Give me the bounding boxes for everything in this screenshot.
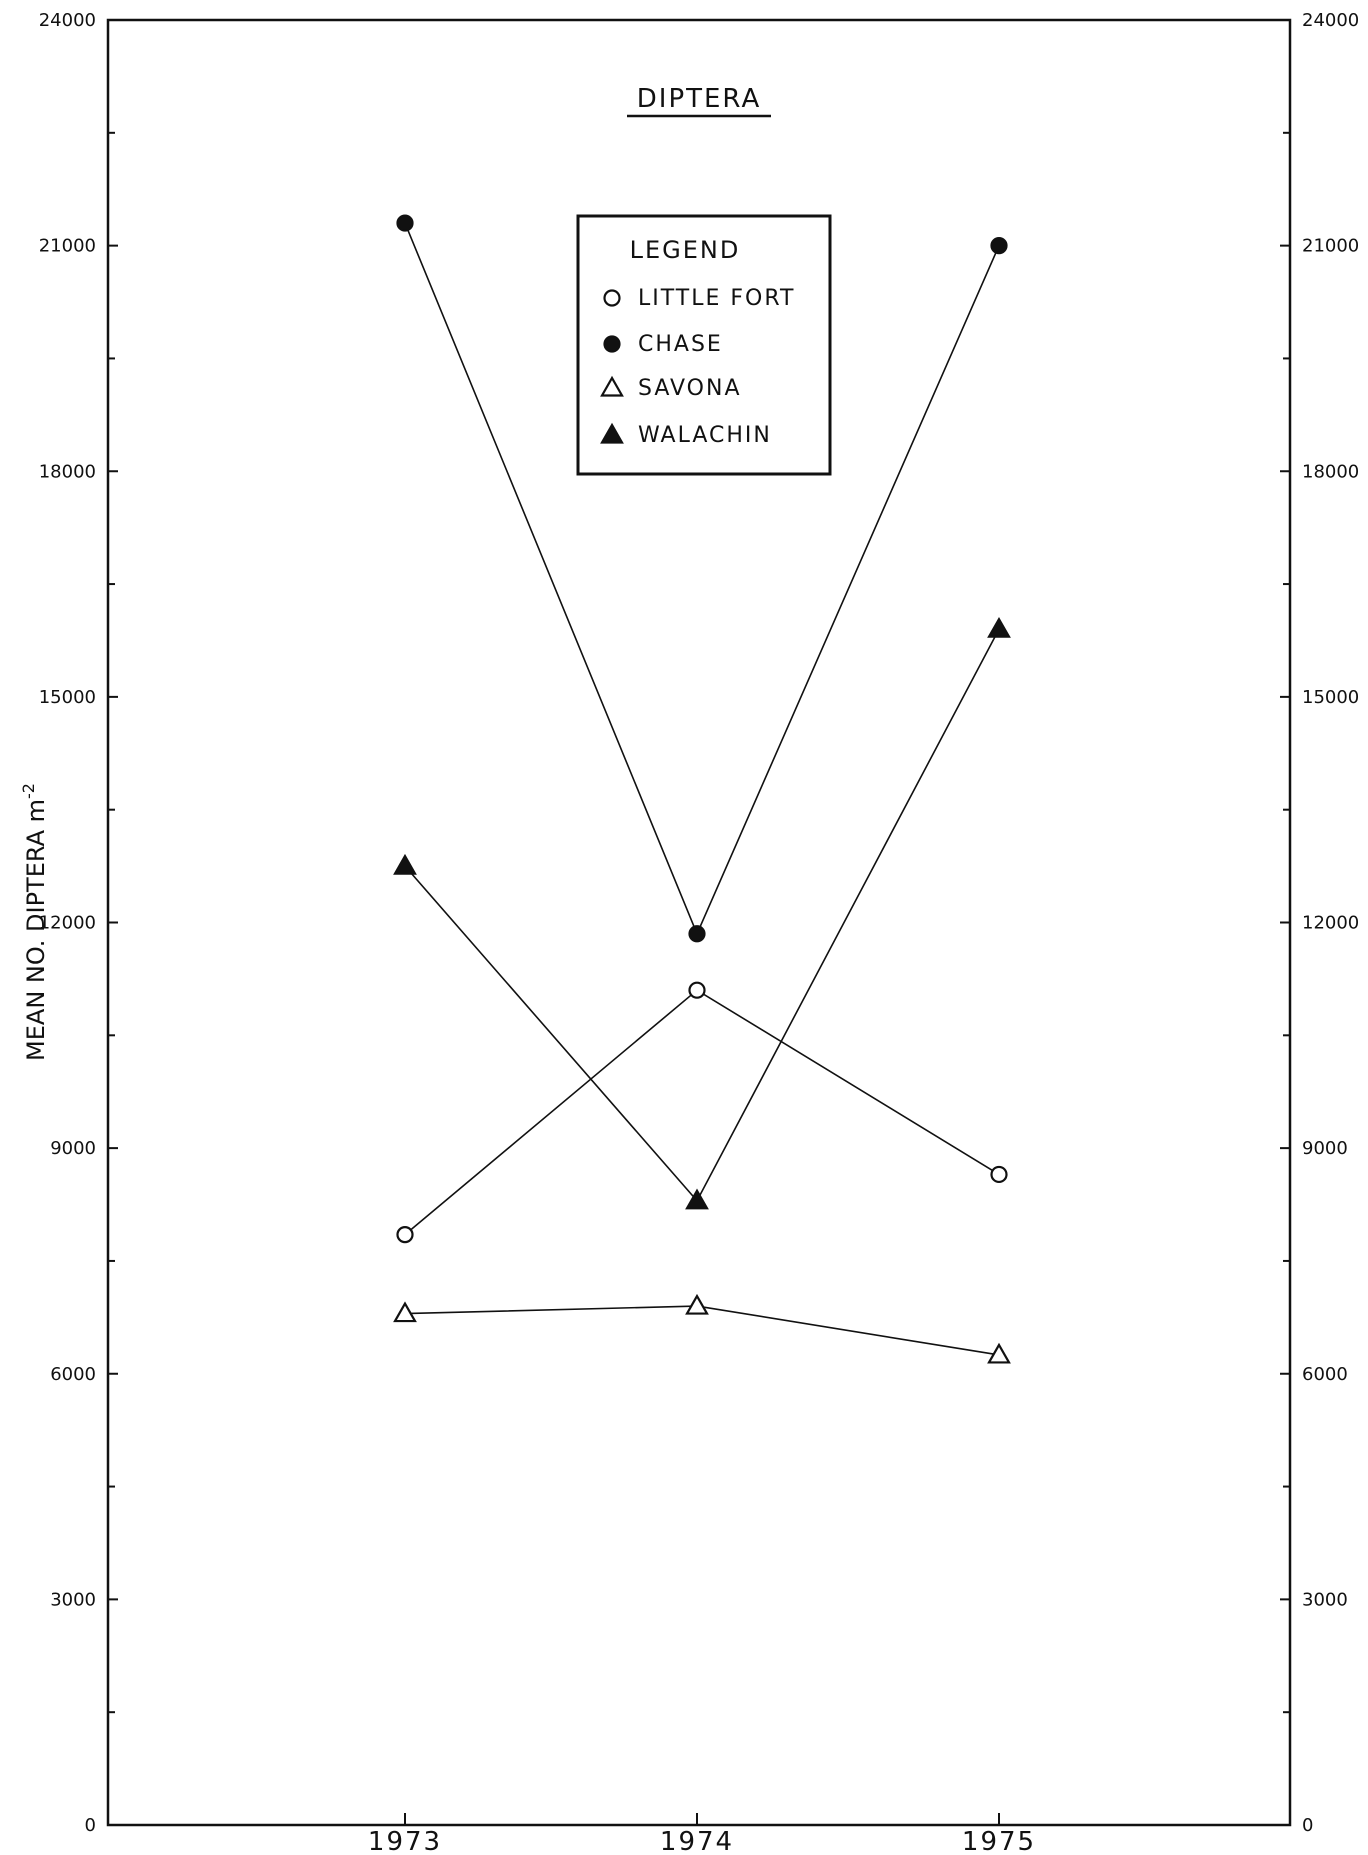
y-tick-label-left: 15000	[39, 687, 96, 708]
y-tick-label-right: 12000	[1302, 913, 1359, 934]
data-point-savona	[685, 1293, 709, 1315]
y-tick-label-left: 18000	[39, 461, 96, 482]
legend-item-little-fort: LITTLE FORT	[603, 286, 795, 311]
legend-item-savona: SAVONA	[600, 375, 742, 401]
data-point-little-fort	[688, 981, 706, 999]
legend-items: LITTLE FORT CHASE SAVONA WALACHIN	[600, 286, 795, 448]
legend-marker-chase	[603, 335, 621, 353]
legend-marker-little-fort	[603, 289, 621, 307]
x-axis: 1973 1974 1975	[368, 1813, 1036, 1855]
y-axis-left: 0 3000 6000 9000 12000 15000 18000 21000 24000	[39, 10, 118, 1836]
data-point-walachin	[685, 1188, 709, 1210]
legend-item-walachin: WALACHIN	[600, 422, 772, 448]
x-tick-label: 1973	[368, 1827, 442, 1855]
legend-marker-walachin	[600, 422, 624, 444]
series-layer	[393, 214, 1011, 1364]
y-axis-label: MEAN NO. DIPTERA m-2	[19, 783, 50, 1061]
y-tick-label-right: 0	[1302, 1815, 1313, 1836]
y-tick-label-right: 9000	[1302, 1138, 1348, 1159]
y-tick-label-right: 3000	[1302, 1589, 1348, 1610]
y-tick-label-right: 24000	[1302, 10, 1359, 31]
y-axis-right: 0 3000 6000 9000 12000 15000 18000 21000 24000	[1280, 10, 1359, 1836]
series-walachin	[404, 628, 1000, 1203]
y-axis-label-main: MEAN NO. DIPTERA m	[22, 799, 50, 1061]
chart-title: DIPTERA	[637, 84, 761, 114]
y-tick-label-right: 15000	[1302, 687, 1359, 708]
series-line-walachin	[404, 628, 1000, 1203]
legend-label-walachin: WALACHIN	[638, 423, 772, 448]
data-point-savona	[393, 1301, 417, 1323]
y-tick-label-right: 21000	[1302, 236, 1359, 257]
data-point-chase	[990, 237, 1008, 255]
y-tick-label-right: 18000	[1302, 461, 1359, 482]
y-tick-label-left: 21000	[39, 236, 96, 257]
y-tick-label-left: 3000	[50, 1589, 96, 1610]
y-axis-label-superscript: -2	[19, 783, 38, 799]
legend-item-chase: CHASE	[603, 332, 723, 357]
data-point-chase	[688, 925, 706, 943]
legend-marker-savona	[600, 375, 624, 397]
y-tick-label-left: 12000	[39, 913, 96, 934]
data-point-savona	[987, 1342, 1011, 1364]
data-point-little-fort	[396, 1226, 414, 1244]
y-tick-label-left: 24000	[39, 10, 96, 31]
y-tick-label-left: 6000	[50, 1364, 96, 1385]
x-tick-label: 1974	[660, 1827, 734, 1855]
data-point-little-fort	[990, 1165, 1008, 1184]
data-point-walachin	[393, 853, 417, 875]
legend-label-little-fort: LITTLE FORT	[638, 286, 795, 311]
legend-label-savona: SAVONA	[638, 376, 742, 401]
data-point-chase	[396, 214, 414, 232]
data-point-walachin	[987, 616, 1011, 638]
x-tick-label: 1975	[962, 1827, 1036, 1855]
y-tick-label-left: 0	[85, 1815, 96, 1836]
legend-title: LEGEND	[630, 236, 741, 264]
legend: LEGEND LITTLE FORT CHASE SAVONA WALACHIN	[576, 214, 832, 476]
legend-label-chase: CHASE	[638, 332, 723, 357]
y-tick-label-right: 6000	[1302, 1364, 1348, 1385]
y-tick-label-left: 9000	[50, 1138, 96, 1159]
